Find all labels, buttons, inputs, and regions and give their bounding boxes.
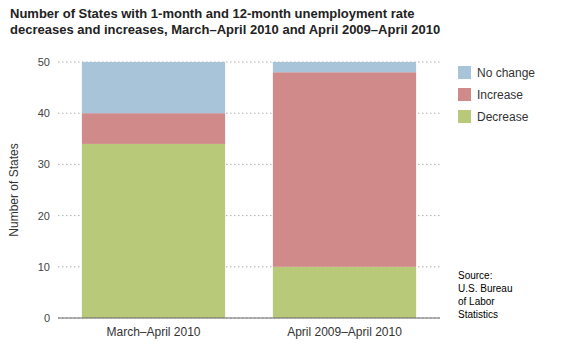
bar-segment <box>273 267 416 318</box>
y-tick-label: 50 <box>38 56 50 68</box>
chart: Number of States with 1-month and 12-mon… <box>0 0 580 360</box>
y-tick-label: 0 <box>44 312 50 324</box>
bar-segment <box>273 62 416 72</box>
bar-segment <box>82 113 225 144</box>
legend-label: Increase <box>477 88 523 102</box>
grid-line <box>58 318 440 319</box>
grid <box>58 62 440 318</box>
source-line: of Labor <box>458 296 495 307</box>
legend-swatch <box>458 110 471 123</box>
x-axis-line <box>58 318 440 319</box>
y-tick-label: 30 <box>38 158 50 170</box>
legend-label: No change <box>477 66 535 80</box>
y-tick-label: 10 <box>38 261 50 273</box>
title: Number of States with 1-month and 12-mon… <box>10 6 440 37</box>
x-tick-label: March–April 2010 <box>106 325 200 339</box>
bar-segment <box>273 72 416 267</box>
legend-swatch <box>458 88 471 101</box>
x-tick-label: April 2009–April 2010 <box>287 325 402 339</box>
bar-segment <box>82 62 225 113</box>
y-axis-label: Number of States <box>7 143 21 236</box>
y-tick-label: 20 <box>38 210 50 222</box>
bar-segment <box>82 144 225 318</box>
source-line: Statistics <box>458 309 498 320</box>
source-note: Source: U.S. Bureau of Labor Statistics <box>458 270 512 320</box>
y-tick-label: 40 <box>38 107 50 119</box>
legend-label: Decrease <box>477 110 529 124</box>
legend: No change Increase Decrease <box>458 66 535 124</box>
source-line: Source: <box>458 270 492 281</box>
title-line: Number of States with 1-month and 12-mon… <box>10 6 414 21</box>
title-line: decreases and increases, March–April 201… <box>10 22 440 37</box>
source-line: U.S. Bureau <box>458 283 512 294</box>
legend-swatch <box>458 66 471 79</box>
